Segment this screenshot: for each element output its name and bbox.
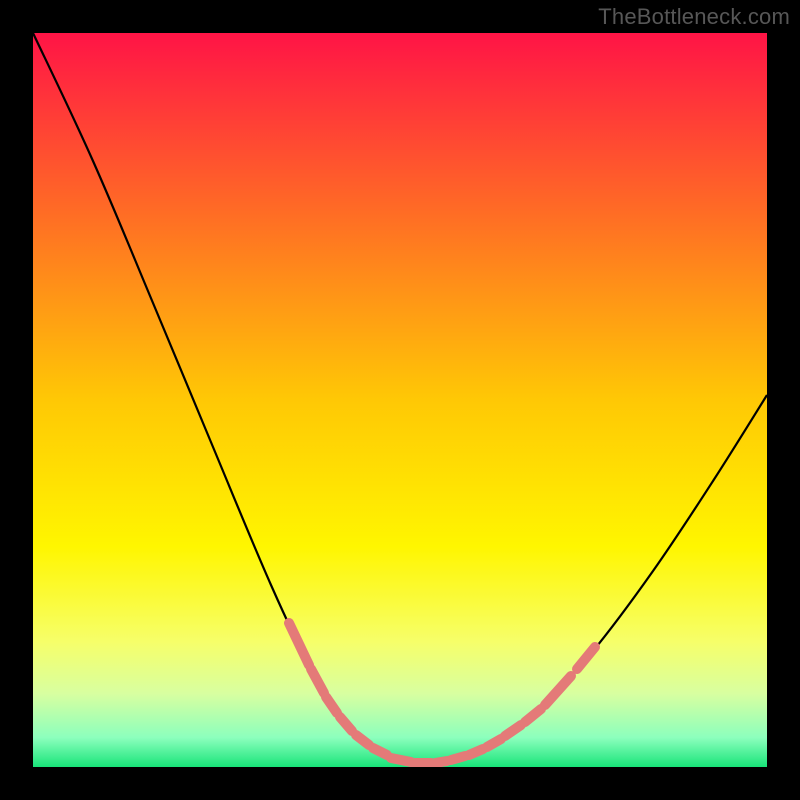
chart-svg	[33, 33, 767, 767]
highlight-dash	[487, 739, 501, 747]
highlight-dash	[435, 761, 447, 763]
highlight-dash	[311, 669, 324, 693]
highlight-dash	[451, 756, 465, 760]
highlight-dash	[373, 748, 387, 755]
highlight-dash	[525, 709, 541, 722]
highlight-dash-group	[289, 623, 595, 763]
highlight-dash	[577, 647, 595, 669]
highlight-dash	[545, 676, 571, 705]
highlight-dash	[391, 758, 411, 762]
watermark-text: TheBottleneck.com	[598, 4, 790, 30]
highlight-dash	[340, 717, 352, 731]
v-curve-line	[33, 33, 767, 764]
highlight-dash	[289, 623, 309, 665]
highlight-dash	[326, 697, 337, 713]
highlight-dash	[356, 735, 369, 745]
highlight-dash	[505, 725, 521, 736]
highlight-dash	[469, 749, 483, 755]
chart-canvas: TheBottleneck.com	[0, 0, 800, 800]
